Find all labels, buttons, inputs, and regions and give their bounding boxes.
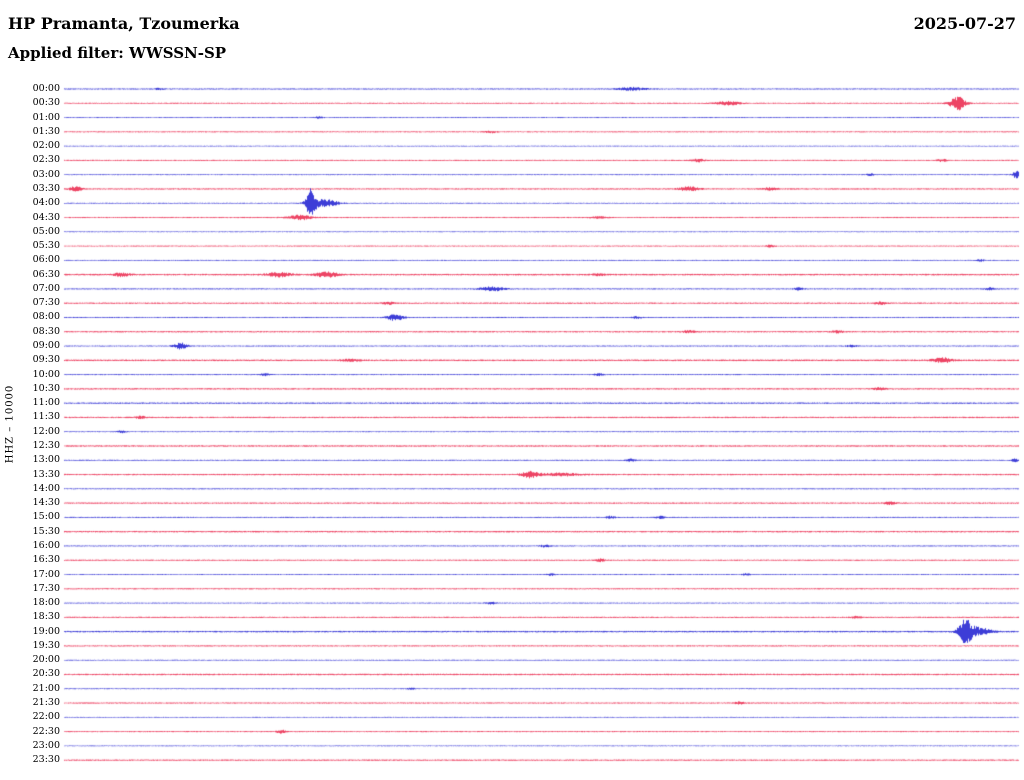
time-label: 00:30 [32,97,60,109]
time-label: 01:30 [32,125,60,137]
time-label: 02:00 [32,140,60,152]
time-label: 21:30 [32,697,60,709]
time-label: 06:00 [32,254,60,266]
time-label: 03:30 [32,182,60,194]
time-label: 12:00 [32,425,60,437]
time-label: 19:30 [32,639,60,651]
time-label: 00:00 [32,83,60,94]
time-label: 15:00 [32,511,60,523]
time-label: 11:30 [32,411,60,423]
time-label: 15:30 [32,525,60,537]
time-label: 02:30 [32,154,60,166]
time-label: 21:00 [32,682,60,694]
time-label: 07:00 [32,282,60,294]
station-title: HP Pramanta, Tzoumerka [8,14,240,33]
time-label: 23:30 [32,754,60,766]
date-label: 2025-07-27 [913,14,1016,33]
time-label: 18:30 [32,611,60,623]
time-label: 13:30 [32,468,60,480]
time-label: 20:00 [32,654,60,666]
time-label: 08:30 [32,325,60,337]
time-label: 11:00 [32,397,60,409]
time-label: 05:00 [32,225,60,237]
time-label: 04:00 [32,197,60,209]
time-label: 18:00 [32,597,60,609]
time-label: 16:30 [32,554,60,566]
time-label: 20:30 [32,668,60,680]
time-label: 04:30 [32,211,60,223]
time-label: 09:30 [32,354,60,366]
time-label: 10:00 [32,368,60,380]
channel-scale-label: HHZ – 10000 [4,384,16,464]
time-label: 07:30 [32,297,60,309]
time-label: 03:00 [32,168,60,180]
time-label: 08:00 [32,311,60,323]
time-label: 01:00 [32,111,60,123]
time-label: 22:30 [32,725,60,737]
time-label: 14:00 [32,482,60,494]
time-label: 17:00 [32,568,60,580]
time-label: 23:00 [32,739,60,751]
time-label: 09:00 [32,340,60,352]
time-label: 22:00 [32,711,60,723]
time-label: 17:30 [32,582,60,594]
time-label: 05:30 [32,240,60,252]
time-label: 16:00 [32,539,60,551]
time-label: 13:00 [32,454,60,466]
time-label: 14:30 [32,497,60,509]
applied-filter-label: Applied filter: WWSSN-SP [8,44,227,62]
time-label: 19:00 [32,625,60,637]
time-label: 12:30 [32,440,60,451]
time-label: 06:30 [32,268,60,280]
time-label: 10:30 [32,382,60,394]
